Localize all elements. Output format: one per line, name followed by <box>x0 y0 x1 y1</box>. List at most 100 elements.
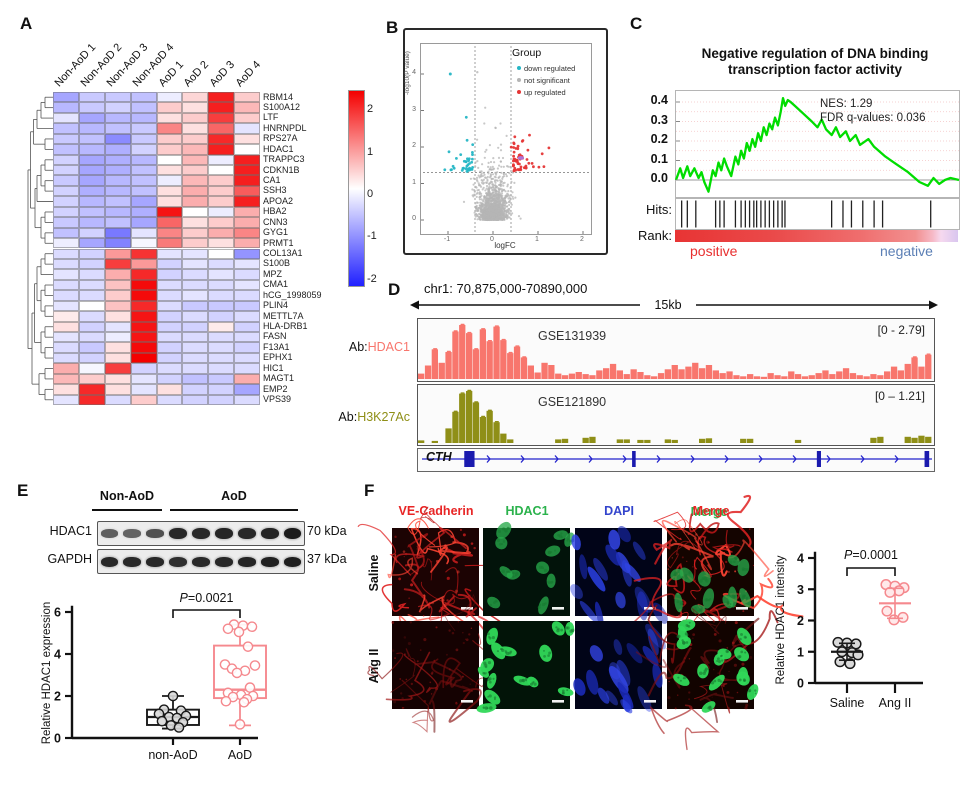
svg-text:AoD: AoD <box>228 748 252 762</box>
heatmap-cell <box>104 123 131 134</box>
heatmap-cell <box>130 373 157 385</box>
heatmap-cell <box>182 394 209 405</box>
volcano-x-tick: 0 <box>490 236 494 243</box>
heatmap-cell <box>234 384 260 395</box>
gsea-hits-label: Hits: <box>646 202 672 217</box>
heatmap-cell <box>53 102 79 113</box>
heatmap-cell <box>182 331 209 343</box>
gsea-y-tick: 0.3 <box>650 112 668 127</box>
heatmap-gene-label: PRMT1 <box>263 237 294 248</box>
blot-protein1-label: HDAC1 <box>49 524 92 538</box>
if-row-label-saline: Saline <box>367 554 381 592</box>
heatmap-cell <box>130 175 157 186</box>
heatmap-cell <box>53 196 79 207</box>
heatmap-cell <box>130 331 157 343</box>
heatmap-cell <box>234 279 260 291</box>
heatmap-cell <box>104 227 131 239</box>
track1-antibody: HDAC1 <box>367 340 410 354</box>
if-header-hdac1: HDAC1 <box>505 504 549 518</box>
blot-band <box>237 527 256 540</box>
heatmap-cell <box>234 248 260 259</box>
heatmap-cell <box>130 290 157 301</box>
heatmap-cell <box>78 133 105 145</box>
heatmap-cell <box>130 217 157 228</box>
heatmap-cell <box>156 185 183 197</box>
hdac1-intensity-scatter: 0 1 2 3 4 Relative HDAC1 intensity Saline Ang I… <box>775 548 923 710</box>
heatmap-cell <box>156 331 183 343</box>
heatmap-cell <box>208 331 235 343</box>
heatmap-cell <box>234 352 260 364</box>
heatmap-cell <box>130 248 157 259</box>
gene-name-label: CTH <box>426 450 452 464</box>
heatmap-cell <box>104 102 131 113</box>
volcano-x-tick: 2 <box>580 236 584 243</box>
heatmap-cell <box>182 352 209 364</box>
blot-protein2-label: GAPDH <box>47 552 92 566</box>
heatmap-cell <box>208 373 235 385</box>
volcano-y-tick: 4 <box>412 69 416 76</box>
heatmap-cell <box>208 123 235 134</box>
heatmap-cell <box>182 144 209 155</box>
heatmap-cell <box>234 185 260 197</box>
blot-band <box>215 556 233 567</box>
heatmap-cell <box>182 373 209 385</box>
heatmap-cell <box>78 227 105 239</box>
gsea-negative-label: negative <box>880 243 933 259</box>
panel-d-label: D <box>388 280 401 299</box>
gsea-y-tick: 0.0 <box>650 171 668 185</box>
volcano-legend-dot <box>517 78 521 82</box>
heatmap-cell <box>104 133 131 145</box>
heatmap-cell <box>53 206 79 218</box>
volcano-legend-dot <box>517 90 521 94</box>
blot-band <box>283 527 302 540</box>
heatmap-cell <box>156 112 183 124</box>
volcano-legend-item: down regulated <box>524 64 576 73</box>
heatmap-cell <box>104 165 131 176</box>
volcano-y-tick: 3 <box>412 105 416 113</box>
heatmap-gene-label: GYG1 <box>263 227 289 238</box>
heatmap-cell <box>182 321 209 332</box>
blot-kda1-label: 70 kDa <box>307 524 347 538</box>
heatmap-gene-label: RBM14 <box>263 91 294 102</box>
heatmap-cell <box>104 300 131 312</box>
heatmap-cell <box>234 363 260 374</box>
heatmap-cell <box>78 373 105 385</box>
blot-group2-label: AoD <box>221 489 247 503</box>
heatmap-cell <box>208 196 235 207</box>
track2-antibody-label: Ab:H3K27Ac <box>325 410 410 424</box>
heatmap-cell <box>104 92 131 103</box>
heatmap-cell <box>156 258 183 270</box>
svg-text:6: 6 <box>54 606 61 620</box>
heatmap-cell <box>130 269 157 280</box>
heatmap-cell <box>53 258 79 270</box>
heatmap-cell <box>182 363 209 374</box>
heatmap-cell <box>234 206 260 218</box>
heatmap-cell <box>182 290 209 301</box>
heatmap-cell <box>130 258 157 270</box>
heatmap-gene-label: VPS39 <box>263 394 292 405</box>
heatmap-cell <box>53 238 79 249</box>
heatmap-cell <box>130 112 157 124</box>
heatmap-cell <box>208 352 235 364</box>
heatmap-gene-label: S100B <box>263 258 291 269</box>
heatmap-cell <box>130 384 157 395</box>
heatmap-cell <box>104 269 131 280</box>
heatmap-cell <box>182 384 209 395</box>
heatmap-cell <box>53 342 79 353</box>
heatmap-cell <box>208 185 235 197</box>
heatmap-cell <box>130 394 157 405</box>
heatmap-cell <box>156 290 183 301</box>
heatmap-cell <box>234 154 260 166</box>
blot-band <box>169 527 187 540</box>
volcano-legend-title: Group <box>512 47 542 59</box>
heatmap-gene-label: F13A1 <box>263 341 290 352</box>
heatmap-cell <box>78 352 105 364</box>
heatmap-cell <box>208 154 235 166</box>
heatmap-cell <box>53 363 79 374</box>
heatmap-gene-label: CMA1 <box>263 279 289 290</box>
heatmap-cell <box>182 279 209 291</box>
heatmap-cell <box>234 373 260 385</box>
gene-track <box>422 451 932 467</box>
heatmap-cell <box>182 154 209 166</box>
